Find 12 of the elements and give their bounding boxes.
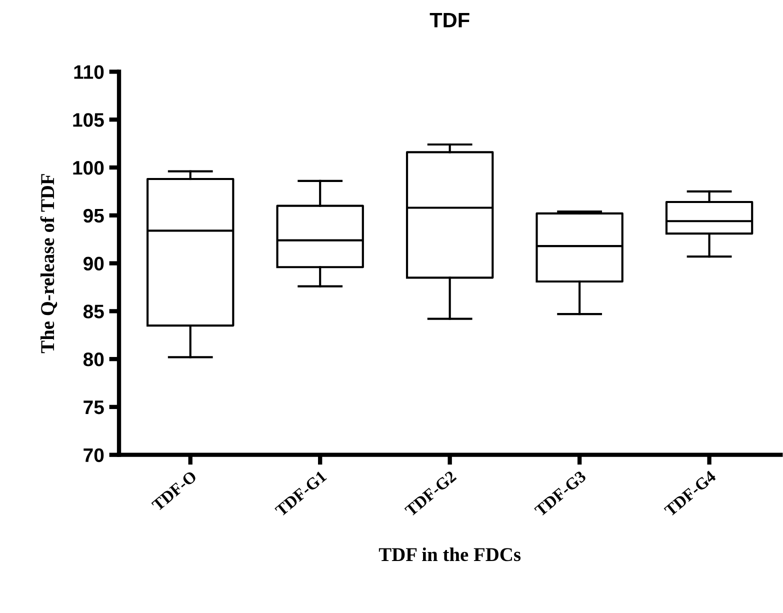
y-tick-label: 105 — [73, 113, 104, 127]
y-axis-title: The Q-release of TDF — [40, 174, 58, 354]
y-tick-label: 85 — [83, 304, 104, 318]
y-tick-label: 110 — [74, 65, 104, 79]
y-tick-label: 70 — [84, 448, 104, 462]
y-tick-label: 80 — [83, 352, 104, 366]
y-tick-label: 90 — [83, 256, 104, 271]
chart-title: TDF — [430, 12, 470, 28]
y-tick-label: 75 — [84, 400, 104, 414]
x-axis-title: TDF in the FDCs — [378, 547, 521, 562]
y-tick-label: 100 — [73, 160, 104, 175]
y-tick-label: 95 — [83, 208, 104, 223]
